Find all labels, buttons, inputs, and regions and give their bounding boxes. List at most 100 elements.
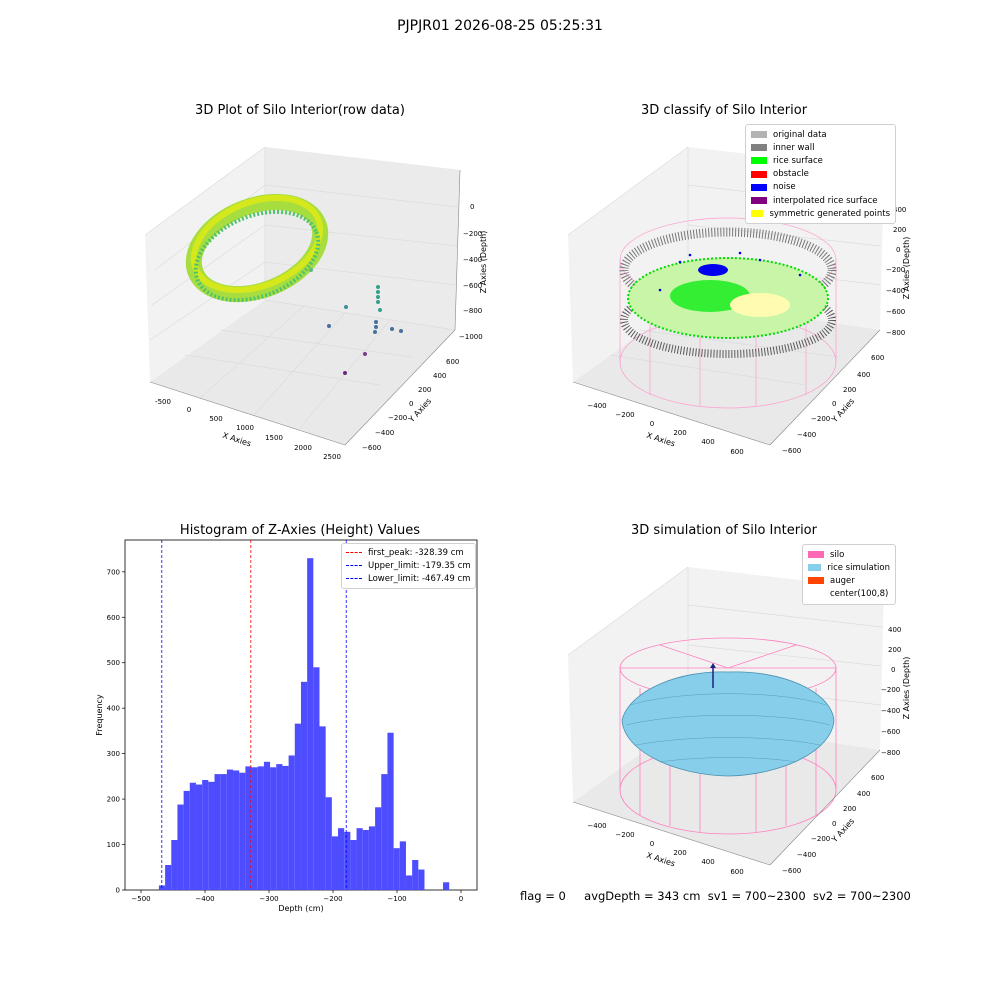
raw-z-tick: −600 xyxy=(463,282,482,290)
histogram-bar xyxy=(412,860,419,890)
legend-label: Upper_limit: -179.35 cm xyxy=(368,560,471,571)
classify-legend: original data inner wall rice surface ob… xyxy=(745,124,896,225)
raw-z-tick: −800 xyxy=(463,307,482,315)
histogram-x-tick-label: −100 xyxy=(387,895,406,903)
legend-swatch xyxy=(751,157,767,165)
classify-x-ticks: −400 −200 0 200 400 600 xyxy=(587,402,743,456)
raw-y-tick: −600 xyxy=(362,444,381,452)
simulation-z-tick: 0 xyxy=(891,666,895,674)
raw-x-axis-label: X Axies xyxy=(221,431,252,449)
simulation-legend: silo rice simulation auger center(100,8) xyxy=(802,544,896,605)
legend-label: first_peak: -328.39 cm xyxy=(368,547,464,558)
simulation-y-tick: 0 xyxy=(832,820,836,828)
histogram-bar xyxy=(387,732,394,890)
simulation-rice-surface xyxy=(621,671,835,777)
classify-y-tick: 200 xyxy=(843,386,856,394)
histogram-bar xyxy=(325,797,332,890)
histogram-bar xyxy=(443,882,450,890)
raw-z-tick: −1000 xyxy=(459,333,483,341)
flag-text: flag = 0 xyxy=(520,889,566,903)
classify-z-tick: −600 xyxy=(886,308,905,316)
simulation-x-tick: −200 xyxy=(615,831,634,839)
raw-x-tick: 500 xyxy=(209,415,222,423)
histogram-bar xyxy=(282,765,289,890)
raw-side-pane xyxy=(265,147,460,330)
histogram-bar xyxy=(313,667,320,890)
status-footer: flag = 0 avgDepth = 343 cm sv1 = 700~230… xyxy=(520,889,911,903)
histogram-chart: −500 −400 −300 −200 −100 0 0 100 200 300 400 500 60… xyxy=(95,539,478,913)
classify-z-tick: 0 xyxy=(896,246,900,254)
legend-label: interpolated rice surface xyxy=(773,195,878,206)
simulation-y-tick: 600 xyxy=(871,774,884,782)
classify-symmetric-points xyxy=(730,293,790,317)
classify-z-tick: 400 xyxy=(893,206,906,214)
histogram-bar xyxy=(165,865,172,890)
histogram-bar xyxy=(399,841,406,890)
simulation-mesh xyxy=(625,693,831,763)
legend-swatch xyxy=(751,170,767,178)
histogram-bar xyxy=(251,767,258,890)
raw-floor-pane xyxy=(150,300,455,445)
raw-y-tick: −200 xyxy=(388,414,407,422)
raw-y-tick: 400 xyxy=(433,372,446,380)
histogram-bar xyxy=(257,766,264,890)
raw-z-tick: −200 xyxy=(463,230,482,238)
classify-z-tick: −400 xyxy=(886,287,905,295)
histogram-x-tick-label: 0 xyxy=(459,895,463,903)
simulation-z-ticks: 400 200 0 −200 −400 −600 −800 xyxy=(881,626,901,757)
legend-label: auger xyxy=(830,575,855,586)
legend-label: noise xyxy=(773,182,796,193)
legend-label: obstacle xyxy=(773,169,809,180)
classify-y-tick: −600 xyxy=(782,447,801,455)
histogram-bar xyxy=(294,723,301,890)
simulation-y-ticks: 600 400 200 0 −200 −400 −600 xyxy=(782,774,884,875)
histogram-bar xyxy=(208,781,215,890)
histogram-bar xyxy=(331,836,339,890)
histogram-bar xyxy=(171,840,178,890)
histogram-bar xyxy=(375,807,382,890)
simulation-y-tick: −400 xyxy=(797,851,816,859)
legend-swatch xyxy=(808,564,822,572)
raw-z-axis-label: Z Axies (Depth) xyxy=(479,231,488,294)
raw-x-tick: 2000 xyxy=(294,444,312,452)
histogram-bar xyxy=(381,774,388,890)
legend-item-noise: noise xyxy=(751,181,890,194)
histogram-y-tick-label: 400 xyxy=(107,705,120,713)
classify-y-tick: 0 xyxy=(832,400,836,408)
simulation-y-tick: 200 xyxy=(843,805,856,813)
histogram-bar xyxy=(350,840,357,890)
histogram-x-tick-label: −400 xyxy=(195,895,214,903)
histogram-y-tick-label: 0 xyxy=(116,887,120,895)
classify-y-tick: −200 xyxy=(811,415,830,423)
simulation-z-tick: 400 xyxy=(888,626,901,634)
legend-line xyxy=(346,565,362,567)
sv1-text: sv1 = 700~2300 xyxy=(707,889,806,903)
simulation-y-tick: −200 xyxy=(811,835,830,843)
simulation-x-tick: 0 xyxy=(650,840,654,848)
legend-label: silo xyxy=(830,549,845,560)
histogram-bar xyxy=(288,755,295,890)
classify-z-tick: 200 xyxy=(893,226,906,234)
raw-z-tick: −400 xyxy=(463,256,482,264)
legend-item-interpolated: interpolated rice surface xyxy=(751,194,890,207)
histogram-x-tick-label: −200 xyxy=(323,895,342,903)
legend-swatch xyxy=(751,210,764,218)
histogram-x-tick-label: −500 xyxy=(131,895,150,903)
legend-item-rice-surface: rice surface xyxy=(751,154,890,167)
raw-x-tick: 0 xyxy=(187,406,191,414)
legend-label: center(100,8) xyxy=(830,589,889,600)
histogram-title: Histogram of Z-Axies (Height) Values xyxy=(179,523,421,538)
classify-plot-title: 3D classify of Silo Interior xyxy=(640,103,808,118)
histogram-reference-lines xyxy=(161,540,347,890)
simulation-x-tick: 600 xyxy=(730,868,743,876)
classify-y-ticks: 600 400 200 0 −200 −400 −600 xyxy=(782,354,884,455)
histogram-bar xyxy=(405,875,413,890)
histogram-y-tick-label: 500 xyxy=(107,659,120,667)
classify-inner-wall-lower xyxy=(620,282,836,358)
simulation-plot-title: 3D simulation of Silo Interior xyxy=(631,523,817,538)
histogram-bar xyxy=(233,770,240,890)
raw-plot-title: 3D Plot of Silo Interior(row data) xyxy=(195,103,405,118)
legend-swatch xyxy=(808,551,824,559)
classify-z-ticks: 400 200 0 −200 −400 −600 −800 xyxy=(886,206,906,337)
